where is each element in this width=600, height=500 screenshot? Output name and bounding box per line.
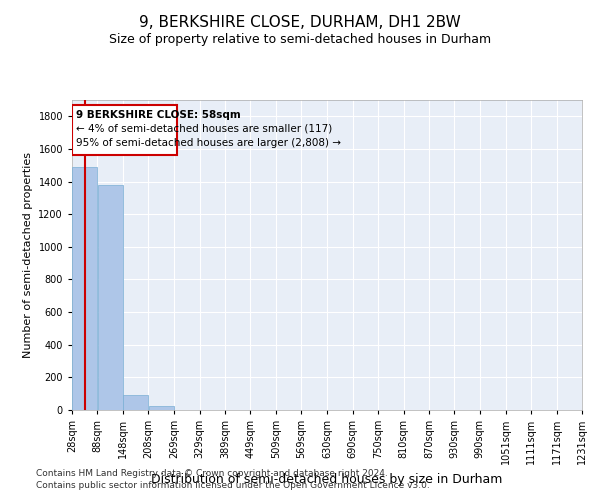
Text: 9, BERKSHIRE CLOSE, DURHAM, DH1 2BW: 9, BERKSHIRE CLOSE, DURHAM, DH1 2BW (139, 15, 461, 30)
Y-axis label: Number of semi-detached properties: Number of semi-detached properties (23, 152, 33, 358)
Text: Size of property relative to semi-detached houses in Durham: Size of property relative to semi-detach… (109, 32, 491, 46)
Bar (72, 167, 97, 410)
Text: 95% of semi-detached houses are larger (2,808) →: 95% of semi-detached houses are larger (… (76, 138, 341, 148)
X-axis label: Distribution of semi-detached houses by size in Durham: Distribution of semi-detached houses by … (151, 472, 503, 486)
Text: Contains HM Land Registry data © Crown copyright and database right 2024.: Contains HM Land Registry data © Crown c… (36, 468, 388, 477)
FancyBboxPatch shape (72, 105, 177, 154)
Text: Contains public sector information licensed under the Open Government Licence v3: Contains public sector information licen… (36, 481, 430, 490)
Bar (149, 406, 174, 410)
Text: 9 BERKSHIRE CLOSE: 58sqm: 9 BERKSHIRE CLOSE: 58sqm (76, 110, 241, 120)
Bar (98, 185, 122, 410)
Text: ← 4% of semi-detached houses are smaller (117): ← 4% of semi-detached houses are smaller… (76, 124, 332, 134)
Bar (123, 394, 148, 410)
